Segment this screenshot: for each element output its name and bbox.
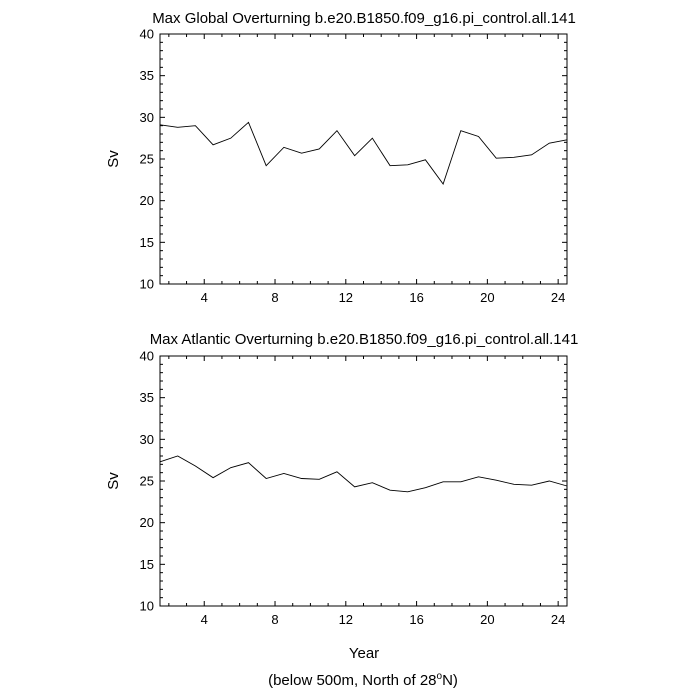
y-tick-label: 15 [140,235,154,250]
x-tick-label: 16 [409,612,423,627]
x-tick-label: 12 [339,612,353,627]
footer-prefix: (below 500m, North of 28 [268,672,436,689]
series-line-atlantic [159,455,568,493]
x-tick-label: 12 [339,290,353,305]
y-tick-label: 25 [140,152,154,167]
x-tick-label: 24 [551,290,565,305]
y-axis-label: Sv [105,150,122,168]
y-tick-label: 20 [140,193,154,208]
y-tick-label: 30 [140,110,154,125]
y-tick-label: 35 [140,68,154,83]
axis-ticks: 10 15 20 25 30 35 40 4 8 12 16 20 24 [140,349,567,627]
x-tick-label: 24 [551,612,565,627]
x-tick-label: 8 [271,290,278,305]
plot-frame [159,33,568,285]
chart-title: Max Global Overturning b.e20.B1850.f09_g… [152,10,576,27]
chart-title: Max Atlantic Overturning b.e20.B1850.f09… [150,331,579,348]
atlantic-overturning-panel: Max Atlantic Overturning b.e20.B1850.f09… [105,331,578,662]
y-tick-label: 40 [140,349,154,364]
y-tick-label: 35 [140,390,154,405]
axis-ticks: 10 15 20 25 30 35 40 4 8 12 16 20 24 [140,27,567,305]
x-tick-label: 4 [201,612,208,627]
series-line-global [159,121,568,185]
footer-note: (below 500m, North of 28oN) [268,671,458,689]
x-axis-label: Year [349,645,379,662]
global-overturning-panel: Max Global Overturning b.e20.B1850.f09_g… [105,10,576,305]
series-marks [159,455,568,493]
y-axis-label: Sv [105,472,122,490]
y-tick-label: 25 [140,474,154,489]
footer-suffix: N) [442,672,458,689]
x-tick-label: 16 [409,290,423,305]
x-tick-label: 20 [480,612,494,627]
series-marks [159,121,568,185]
y-tick-label: 15 [140,557,154,572]
x-tick-label: 4 [201,290,208,305]
x-tick-label: 20 [480,290,494,305]
x-tick-label: 8 [271,612,278,627]
y-tick-label: 10 [140,277,154,292]
y-tick-label: 10 [140,599,154,614]
footer-superscript: o [437,671,443,682]
y-tick-label: 40 [140,27,154,42]
y-tick-label: 30 [140,432,154,447]
y-tick-label: 20 [140,515,154,530]
plot-frame [159,355,568,607]
